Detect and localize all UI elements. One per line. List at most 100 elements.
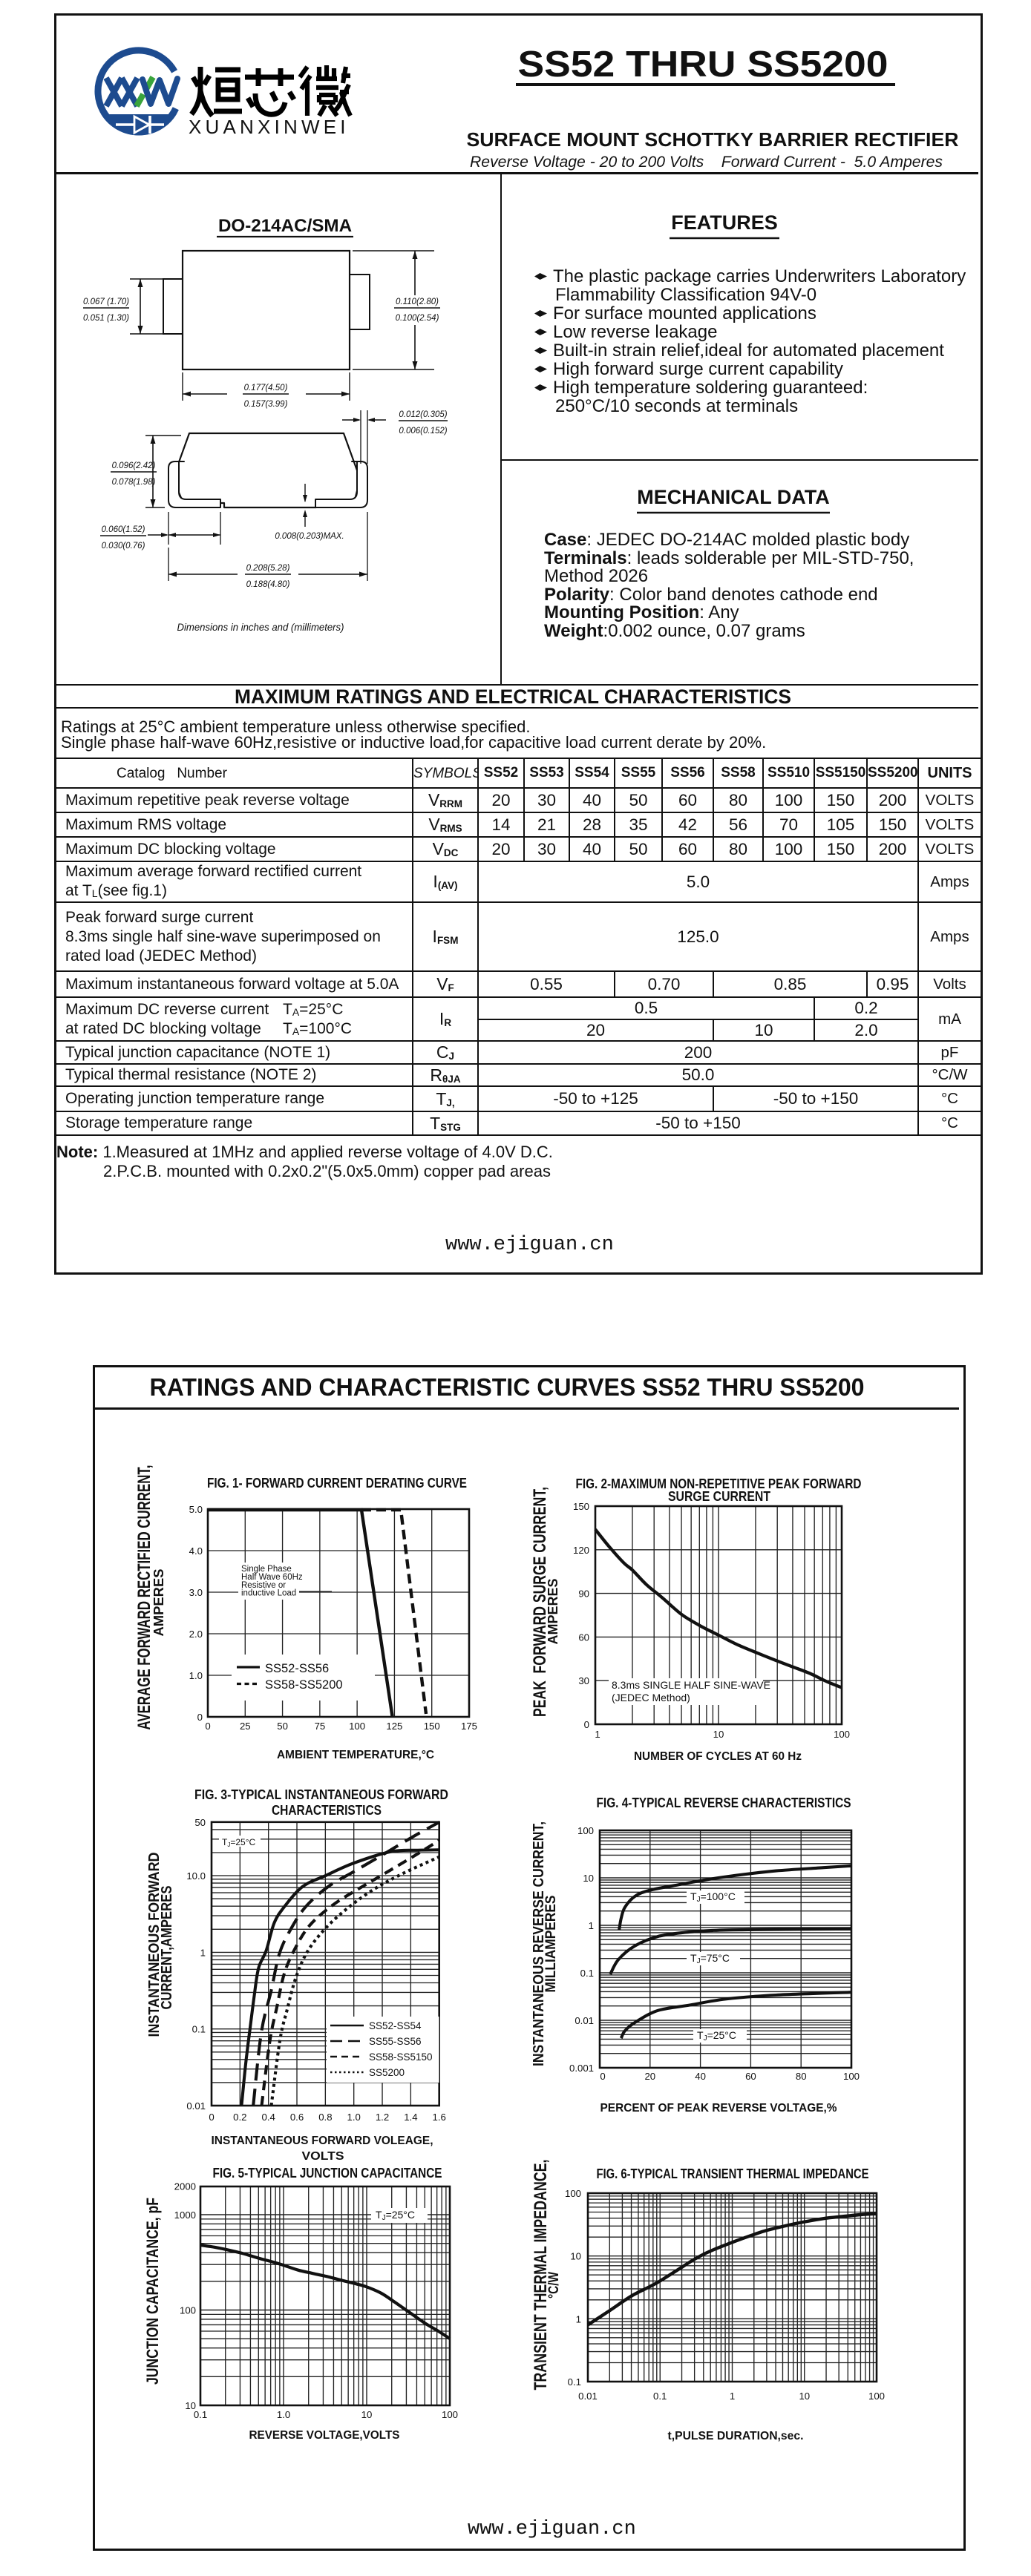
svg-text:0.2: 0.2 (233, 2112, 246, 2123)
svg-text:MILLIAMPERES: MILLIAMPERES (543, 1896, 559, 1993)
svg-text:100: 100 (843, 2071, 860, 2082)
svg-text:FIG. 3-TYPICAL INSTANTANEOUS F: FIG. 3-TYPICAL INSTANTANEOUS FORWARD (194, 1787, 448, 1802)
svg-text:0.1: 0.1 (580, 1968, 594, 1979)
svg-text:10.0: 10.0 (186, 1870, 206, 1882)
svg-text:150: 150 (573, 1501, 589, 1512)
svg-text:0.01: 0.01 (578, 2391, 598, 2402)
svg-text:0.01: 0.01 (186, 2100, 206, 2112)
svg-text:0.1: 0.1 (192, 2024, 206, 2035)
svg-text:50: 50 (277, 1721, 288, 1732)
svg-text:120: 120 (573, 1545, 589, 1556)
svg-text:MECHANICAL DATA: MECHANICAL DATA (637, 486, 829, 508)
svg-text:AMBIENT TEMPERATURE,°C: AMBIENT TEMPERATURE,°C (277, 1749, 434, 1761)
svg-text:0.100(2.54): 0.100(2.54) (396, 314, 439, 323)
svg-text:50: 50 (194, 1817, 206, 1828)
svg-text:30: 30 (578, 1675, 589, 1686)
svg-text:PEAK FORWARD SURGE CURRENT,: PEAK FORWARD SURGE CURRENT, (530, 1487, 550, 1717)
svg-text:3.0: 3.0 (189, 1587, 203, 1598)
svg-text:SURFACE MOUNT SCHOTTKY BARRIER: SURFACE MOUNT SCHOTTKY BARRIER RECTIFIER (467, 130, 959, 151)
svg-text:0.208(5.28): 0.208(5.28) (246, 564, 290, 573)
svg-text:10: 10 (185, 2400, 196, 2411)
svg-text:TJ=100°C: TJ=100°C (690, 1890, 736, 1904)
svg-text:90: 90 (578, 1588, 589, 1600)
svg-text:INSTANTANEOUS FORWARD: INSTANTANEOUS FORWARD (146, 1853, 163, 2037)
svg-text:TJ=75°C: TJ=75°C (690, 1952, 730, 1965)
svg-text:FIG. 2-MAXIMUM NON-REPETITIVE: FIG. 2-MAXIMUM NON-REPETITIVE PEAK FORWA… (576, 1476, 862, 1491)
svg-text:1.2: 1.2 (376, 2112, 389, 2123)
svg-text:CHARACTERISTICS: CHARACTERISTICS (272, 1802, 382, 1818)
svg-text:AMPERES: AMPERES (546, 1579, 560, 1645)
svg-text:0.001: 0.001 (569, 2063, 594, 2074)
svg-text:175: 175 (461, 1721, 477, 1732)
svg-text:8.3ms SINGLE HALF SINE-WAVE: 8.3ms SINGLE HALF SINE-WAVE (612, 1679, 770, 1691)
svg-text:REVERSE VOLTAGE,VOLTS: REVERSE VOLTAGE,VOLTS (249, 2429, 400, 2442)
svg-text:80: 80 (796, 2071, 807, 2082)
svg-text:20: 20 (644, 2071, 655, 2082)
svg-text:0.012(0.305): 0.012(0.305) (399, 410, 447, 419)
svg-text:5.0: 5.0 (189, 1504, 203, 1515)
svg-text:t,PULSE DURATION,sec.: t,PULSE DURATION,sec. (668, 2430, 804, 2442)
svg-text:150: 150 (424, 1721, 440, 1732)
svg-text:TJ=25°C: TJ=25°C (222, 1837, 255, 1848)
svg-text:1: 1 (200, 1947, 206, 1958)
svg-text:SS58-SS5150: SS58-SS5150 (369, 2051, 433, 2063)
svg-text:0.030(0.76): 0.030(0.76) (102, 542, 145, 551)
svg-text:0.051 (1.30): 0.051 (1.30) (83, 314, 129, 323)
svg-text:SS58-SS5200: SS58-SS5200 (265, 1678, 343, 1692)
svg-text:DO-214AC/SMA: DO-214AC/SMA (218, 216, 352, 236)
svg-text:10: 10 (713, 1729, 724, 1740)
svg-text:AMPERES: AMPERES (151, 1569, 166, 1637)
svg-text:0.006(0.152): 0.006(0.152) (399, 427, 447, 436)
svg-text:Reverse Voltage - 20 to 200 Vo: Reverse Voltage - 20 to 200 Volts Forwar… (470, 153, 943, 171)
svg-text:FIG. 1- FORWARD CURRENT DERATI: FIG. 1- FORWARD CURRENT DERATING CURVE (207, 1475, 467, 1491)
svg-text:75: 75 (315, 1721, 326, 1732)
svg-text:0.008(0.203)MAX.: 0.008(0.203)MAX. (275, 532, 344, 541)
svg-text:0.067 (1.70): 0.067 (1.70) (83, 298, 129, 306)
svg-text:100: 100 (834, 1729, 850, 1740)
svg-text:0: 0 (600, 2071, 605, 2082)
svg-text:0.8: 0.8 (318, 2112, 332, 2123)
svg-text:10: 10 (570, 2251, 581, 2262)
svg-text:TJ=25°C: TJ=25°C (376, 2209, 415, 2222)
svg-text:2000: 2000 (174, 2181, 196, 2192)
svg-text:0: 0 (205, 1721, 210, 1732)
svg-text:0.096(2.42): 0.096(2.42) (112, 461, 156, 470)
svg-text:0.6: 0.6 (290, 2112, 304, 2123)
svg-text:1.0: 1.0 (347, 2112, 361, 2123)
svg-text:10: 10 (799, 2391, 810, 2402)
svg-text:Single Phase: Single Phase (241, 1565, 292, 1574)
svg-text:1000: 1000 (174, 2209, 196, 2221)
svg-text:0: 0 (209, 2112, 214, 2123)
svg-text:100: 100 (577, 1825, 594, 1836)
svg-text:1.0: 1.0 (189, 1670, 203, 1681)
svg-text:0.157(3.99): 0.157(3.99) (244, 400, 288, 409)
svg-text:PERCENT OF PEAK REVERSE VOLTAG: PERCENT OF PEAK REVERSE VOLTAGE,% (600, 2102, 837, 2115)
svg-text:0.01: 0.01 (575, 2015, 594, 2026)
svg-text:INSTANTANEOUS FORWARD VOLEAGE,: INSTANTANEOUS FORWARD VOLEAGE, (212, 2135, 433, 2147)
svg-text:100: 100 (565, 2188, 581, 2199)
svg-text:60: 60 (745, 2071, 756, 2082)
svg-text:25: 25 (240, 1721, 251, 1732)
svg-text:0.188(4.80): 0.188(4.80) (246, 580, 290, 589)
svg-text:100: 100 (349, 1721, 365, 1732)
svg-text:100: 100 (868, 2391, 885, 2402)
svg-text:TJ=25°C: TJ=25°C (697, 2029, 736, 2043)
svg-text:TRANSIENT THERMAL IMPEDANCE,: TRANSIENT THERMAL IMPEDANCE, (531, 2160, 551, 2391)
svg-text:FIG. 4-TYPICAL REVERSE CHARACT: FIG. 4-TYPICAL REVERSE CHARACTERISTICS (597, 1795, 851, 1810)
svg-text:CURRENT,AMPERES: CURRENT,AMPERES (159, 1886, 175, 2010)
svg-text:10: 10 (583, 1873, 594, 1884)
svg-text:INSTANTANEOUS REVERSE CURRENT,: INSTANTANEOUS REVERSE CURRENT, (531, 1821, 547, 2066)
svg-text:1.0: 1.0 (277, 2409, 290, 2420)
svg-text:SS52-SS54: SS52-SS54 (369, 2020, 422, 2031)
svg-text:FIG. 6-TYPICAL TRANSIENT THERM: FIG. 6-TYPICAL TRANSIENT THERMAL IMPEDAN… (597, 2166, 869, 2181)
svg-text:Resistive or: Resistive or (241, 1581, 286, 1590)
svg-text:0.060(1.52): 0.060(1.52) (102, 525, 145, 534)
svg-text:(JEDEC Method): (JEDEC Method) (612, 1692, 690, 1703)
svg-text:0.4: 0.4 (262, 2112, 275, 2123)
svg-text:2.0: 2.0 (189, 1629, 203, 1640)
svg-text:SS5200: SS5200 (369, 2067, 405, 2078)
svg-text:100: 100 (442, 2409, 458, 2420)
svg-text:1: 1 (730, 2391, 735, 2402)
svg-text:NUMBER OF CYCLES AT 60 Hz: NUMBER OF CYCLES AT 60 Hz (634, 1750, 802, 1763)
svg-text:0.110(2.80): 0.110(2.80) (396, 298, 439, 306)
